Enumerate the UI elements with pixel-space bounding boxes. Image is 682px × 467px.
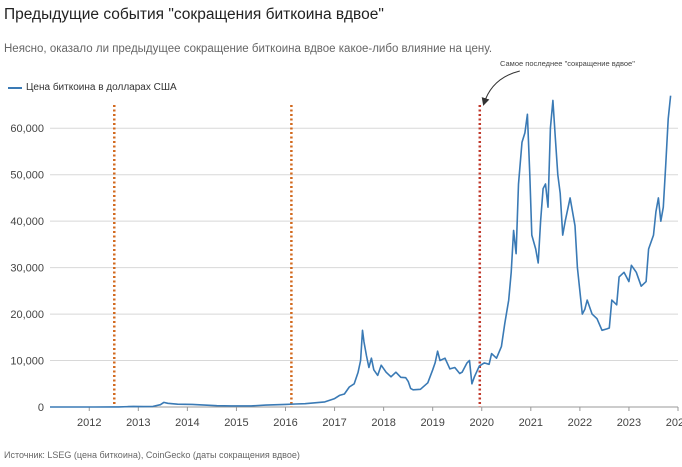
- y-tick-label: 0: [38, 402, 44, 414]
- y-tick-label: 20,000: [10, 309, 44, 321]
- chart-subtitle: Неясно, оказало ли предыдущее сокращение…: [4, 43, 493, 55]
- legend-swatch: [8, 86, 22, 89]
- x-tick-label: 2014: [175, 417, 199, 429]
- x-tick-label: 2015: [224, 417, 248, 429]
- annotation-arrow: [481, 70, 520, 106]
- y-tick-label: 60,000: [10, 123, 44, 135]
- x-tick-label: 2024: [666, 417, 682, 429]
- legend: Цена биткоина в долларах США: [8, 82, 177, 93]
- y-tick-label: 30,000: [10, 263, 44, 275]
- x-tick-label: 2023: [617, 417, 641, 429]
- y-tick-label: 40,000: [10, 216, 44, 228]
- y-tick-label: 10,000: [10, 356, 44, 368]
- x-tick-label: 2020: [470, 417, 494, 429]
- x-tick-label: 2018: [371, 417, 395, 429]
- x-tick-label: 2022: [568, 417, 592, 429]
- x-tick-label: 2012: [77, 417, 101, 429]
- x-tick-label: 2016: [273, 417, 297, 429]
- price-line: [50, 95, 672, 408]
- y-tick-label: 50,000: [10, 170, 44, 182]
- legend-label: Цена биткоина в долларах США: [26, 82, 177, 93]
- chart-source: Источник: LSEG (цена биткоина), CoinGeck…: [4, 450, 300, 460]
- annotation-label: Самое последнее "сокращение вдвое": [500, 59, 635, 68]
- x-tick-label: 2019: [420, 417, 444, 429]
- x-tick-label: 2017: [322, 417, 346, 429]
- x-tick-label: 2013: [126, 417, 150, 429]
- x-tick-label: 2021: [519, 417, 543, 429]
- chart-title: Предыдущие события "сокращения биткоина …: [4, 6, 384, 23]
